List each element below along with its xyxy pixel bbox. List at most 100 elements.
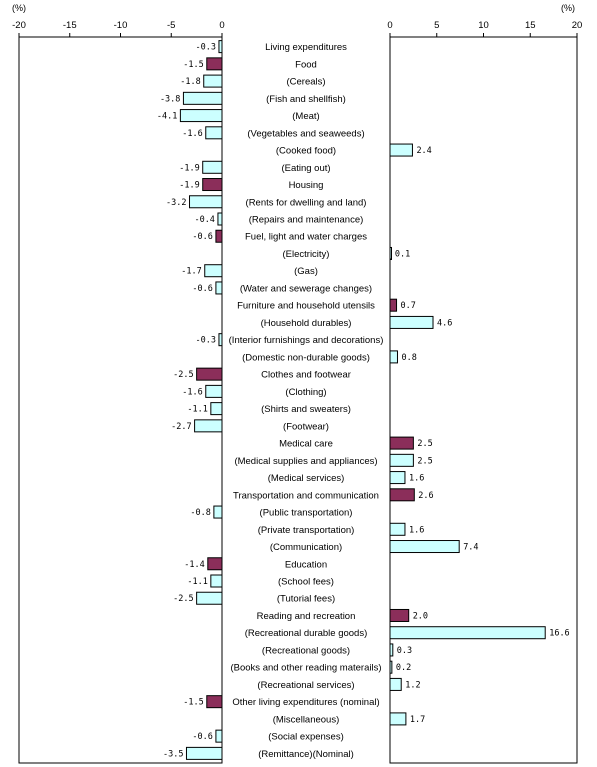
value-label: -1.9 <box>179 163 199 173</box>
bar <box>389 660 393 674</box>
value-label: -1.9 <box>179 181 199 191</box>
category-label: (Eating out) <box>281 163 330 174</box>
left-plot-frame <box>18 36 223 764</box>
category-label: (Medical services) <box>268 473 345 484</box>
bar <box>179 109 223 123</box>
category-label: (Books and other reading materails) <box>230 663 381 674</box>
value-label: -2.5 <box>173 594 193 604</box>
bar <box>389 298 398 312</box>
bar <box>389 488 415 502</box>
category-label: (Repairs and maintenance) <box>249 215 364 226</box>
bar <box>215 281 223 295</box>
value-label: 2.0 <box>413 611 428 621</box>
value-label: 0.3 <box>397 646 412 656</box>
left-tick-label: -5 <box>167 20 175 31</box>
category-label: (Household durables) <box>261 318 352 329</box>
bars-group <box>179 40 546 760</box>
bar <box>182 91 223 105</box>
category-label: Transportation and communication <box>233 490 379 501</box>
value-label: -1.6 <box>182 129 202 139</box>
bar <box>210 402 223 416</box>
value-label: -0.3 <box>195 336 215 346</box>
bar <box>389 522 406 536</box>
value-label: -0.6 <box>192 232 212 242</box>
category-label: Other living expenditures (nominal) <box>232 697 379 708</box>
category-label: (Medical supplies and appliances) <box>234 456 377 467</box>
bar <box>218 40 223 54</box>
bar <box>202 178 223 192</box>
value-label: -2.7 <box>171 422 191 432</box>
category-label: Food <box>295 59 317 70</box>
category-label: (Fish and shellfish) <box>266 94 346 105</box>
value-label: 1.6 <box>409 525 424 535</box>
category-label: (Remittance)(Nominal) <box>258 749 354 760</box>
category-label: Clothes and footwear <box>261 370 351 381</box>
bar <box>196 591 223 605</box>
bar <box>205 384 223 398</box>
category-label: (Clothing) <box>285 387 326 398</box>
value-label: 0.1 <box>395 249 410 259</box>
bar <box>207 557 223 571</box>
category-label: (Recreational goods) <box>262 645 350 656</box>
category-label: (Interior furnishings and decorations) <box>229 335 384 346</box>
category-label: Fuel, light and water charges <box>245 232 367 243</box>
left-tick-label: 0 <box>219 20 224 31</box>
right-tick-label: 5 <box>434 20 439 31</box>
category-label: (Shirts and sweaters) <box>261 404 351 415</box>
bar <box>389 471 406 485</box>
bar <box>185 746 223 760</box>
category-label: (Cooked food) <box>276 146 336 157</box>
right-tick-label: 10 <box>478 20 489 31</box>
bar <box>215 229 223 243</box>
bar <box>389 436 414 450</box>
category-label: (Private transportation) <box>258 525 355 536</box>
value-label: 2.5 <box>417 439 432 449</box>
category-label: (Domestic non-durable goods) <box>242 352 370 363</box>
bar <box>210 574 223 588</box>
category-label: (Tutorial fees) <box>277 594 335 605</box>
value-label: -1.1 <box>187 405 207 415</box>
category-label: (Meat) <box>292 111 319 122</box>
value-label: -1.7 <box>181 267 201 277</box>
bar <box>389 643 394 657</box>
bar <box>189 195 223 209</box>
value-label: -3.8 <box>160 94 180 104</box>
category-label: (Recreational services) <box>257 680 354 691</box>
category-label: Education <box>285 559 327 570</box>
bar <box>389 712 407 726</box>
value-label: -1.5 <box>183 698 203 708</box>
bar <box>389 350 398 364</box>
bar <box>389 246 392 260</box>
category-label: Living expenditures <box>265 42 347 53</box>
bar <box>389 453 414 467</box>
value-label: 2.6 <box>418 491 433 501</box>
category-label: (Footwear) <box>283 421 329 432</box>
value-label: -0.4 <box>194 215 214 225</box>
category-labels-group: Living expenditures Food (Cereals) (Fish an… <box>229 42 384 760</box>
category-label: Housing <box>289 180 324 191</box>
bar <box>194 419 223 433</box>
category-label: Reading and recreation <box>257 611 356 622</box>
bar <box>389 608 410 622</box>
right-unit-label: (%) <box>561 3 575 13</box>
value-label: -4.1 <box>157 112 177 122</box>
bar <box>217 212 223 226</box>
category-label: (Communication) <box>270 542 342 553</box>
value-label: 2.5 <box>417 456 432 466</box>
bar <box>389 143 413 157</box>
value-label: -0.3 <box>195 43 215 53</box>
left-tick-label: -20 <box>12 20 26 31</box>
bar <box>389 315 434 329</box>
value-label: 16.6 <box>549 629 569 639</box>
bar <box>204 264 223 278</box>
value-label: 2.4 <box>416 146 431 156</box>
value-label: 7.4 <box>463 543 478 553</box>
value-label: 0.2 <box>396 663 411 673</box>
value-label: 0.7 <box>401 301 416 311</box>
left-tick-label: -15 <box>63 20 77 31</box>
value-label: -2.5 <box>173 370 193 380</box>
value-label: 0.8 <box>401 353 416 363</box>
value-label: -1.8 <box>180 77 200 87</box>
bar <box>196 367 223 381</box>
bar <box>389 540 460 554</box>
